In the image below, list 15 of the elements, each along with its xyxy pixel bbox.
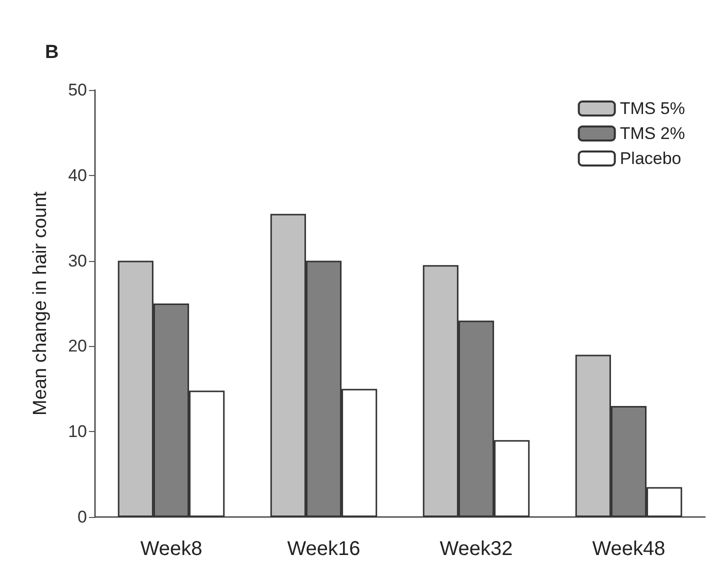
y-tick-label: 30 [68,251,87,270]
y-tick-label: 50 [68,80,87,100]
x-tick-label: Week16 [287,538,360,560]
legend-label: TMS 2% [620,124,686,143]
x-tick-label: Week32 [440,538,513,560]
x-tick-label: Week48 [592,538,666,560]
y-axis-title: Mean change in hair count [30,190,51,416]
y-tick-label: 0 [78,508,87,526]
legend-label: TMS 5% [620,99,686,118]
y-tick-label: 40 [68,166,87,185]
x-tick-label: Week8 [140,538,202,560]
chart-title: B [45,42,59,63]
legend-label: Placebo [620,149,682,168]
y-tick-label: 20 [68,336,87,356]
y-tick-label: 10 [68,422,87,442]
